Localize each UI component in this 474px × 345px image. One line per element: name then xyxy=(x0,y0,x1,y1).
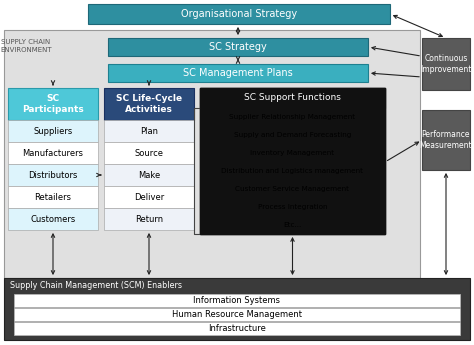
Bar xyxy=(4,30,420,278)
Text: Inventory Management: Inventory Management xyxy=(250,150,335,156)
Text: Distributors: Distributors xyxy=(28,170,78,179)
Bar xyxy=(8,208,98,230)
Bar xyxy=(104,88,194,120)
Text: SC Management Plans: SC Management Plans xyxy=(183,68,293,78)
Bar xyxy=(14,322,460,335)
Bar xyxy=(200,162,385,180)
Text: Infrastructure: Infrastructure xyxy=(208,324,266,333)
Text: Manufacturers: Manufacturers xyxy=(22,148,83,158)
Text: Etc...: Etc... xyxy=(283,222,301,228)
Text: SC
Participants: SC Participants xyxy=(22,94,84,114)
Bar xyxy=(200,108,385,126)
Text: Make: Make xyxy=(138,170,160,179)
Bar xyxy=(422,110,470,170)
Text: Customers: Customers xyxy=(30,215,76,224)
Bar xyxy=(88,4,390,24)
Bar xyxy=(200,144,385,162)
Bar xyxy=(108,38,368,56)
Bar xyxy=(200,126,385,144)
Bar xyxy=(422,38,470,90)
Text: Return: Return xyxy=(135,215,163,224)
Text: Suppliers: Suppliers xyxy=(33,127,73,136)
Text: Supplier Relationship Management: Supplier Relationship Management xyxy=(229,114,356,120)
Text: Human Resource Management: Human Resource Management xyxy=(172,310,302,319)
Text: Supply Chain Management (SCM) Enablers: Supply Chain Management (SCM) Enablers xyxy=(10,282,182,290)
Bar xyxy=(200,88,385,234)
Bar xyxy=(108,64,368,82)
Bar xyxy=(14,294,460,307)
Text: SC Strategy: SC Strategy xyxy=(209,42,267,52)
Text: Supply and Demand Forecasting: Supply and Demand Forecasting xyxy=(234,132,351,138)
Text: Process Integration: Process Integration xyxy=(258,204,327,210)
Bar xyxy=(14,308,460,321)
Bar xyxy=(200,180,385,198)
Bar xyxy=(104,120,194,142)
Bar xyxy=(8,164,98,186)
Bar xyxy=(200,216,385,234)
Bar xyxy=(104,186,194,208)
Bar xyxy=(8,142,98,164)
Bar xyxy=(4,278,470,340)
Text: Customer Service Management: Customer Service Management xyxy=(236,186,349,192)
Bar xyxy=(8,186,98,208)
Text: Deliver: Deliver xyxy=(134,193,164,201)
Bar xyxy=(104,208,194,230)
Text: Continuous
Improvement: Continuous Improvement xyxy=(420,54,472,74)
Text: Source: Source xyxy=(135,148,164,158)
Bar xyxy=(8,120,98,142)
Text: SC Life-Cycle
Activities: SC Life-Cycle Activities xyxy=(116,94,182,114)
Bar xyxy=(8,88,98,120)
Text: Performance
Measurement: Performance Measurement xyxy=(419,130,472,150)
Bar xyxy=(200,198,385,216)
Bar xyxy=(200,88,385,108)
Text: SC Support Functions: SC Support Functions xyxy=(244,93,341,102)
Text: SUPPLY CHAIN
ENVIRONMENT: SUPPLY CHAIN ENVIRONMENT xyxy=(0,39,52,53)
Bar xyxy=(104,164,194,186)
Text: Information Systems: Information Systems xyxy=(193,296,281,305)
Text: Distribution and Logistics management: Distribution and Logistics management xyxy=(221,168,364,174)
Text: Plan: Plan xyxy=(140,127,158,136)
Bar xyxy=(200,88,385,234)
Text: Organisational Strategy: Organisational Strategy xyxy=(181,9,297,19)
Bar xyxy=(104,142,194,164)
Text: Retailers: Retailers xyxy=(35,193,72,201)
